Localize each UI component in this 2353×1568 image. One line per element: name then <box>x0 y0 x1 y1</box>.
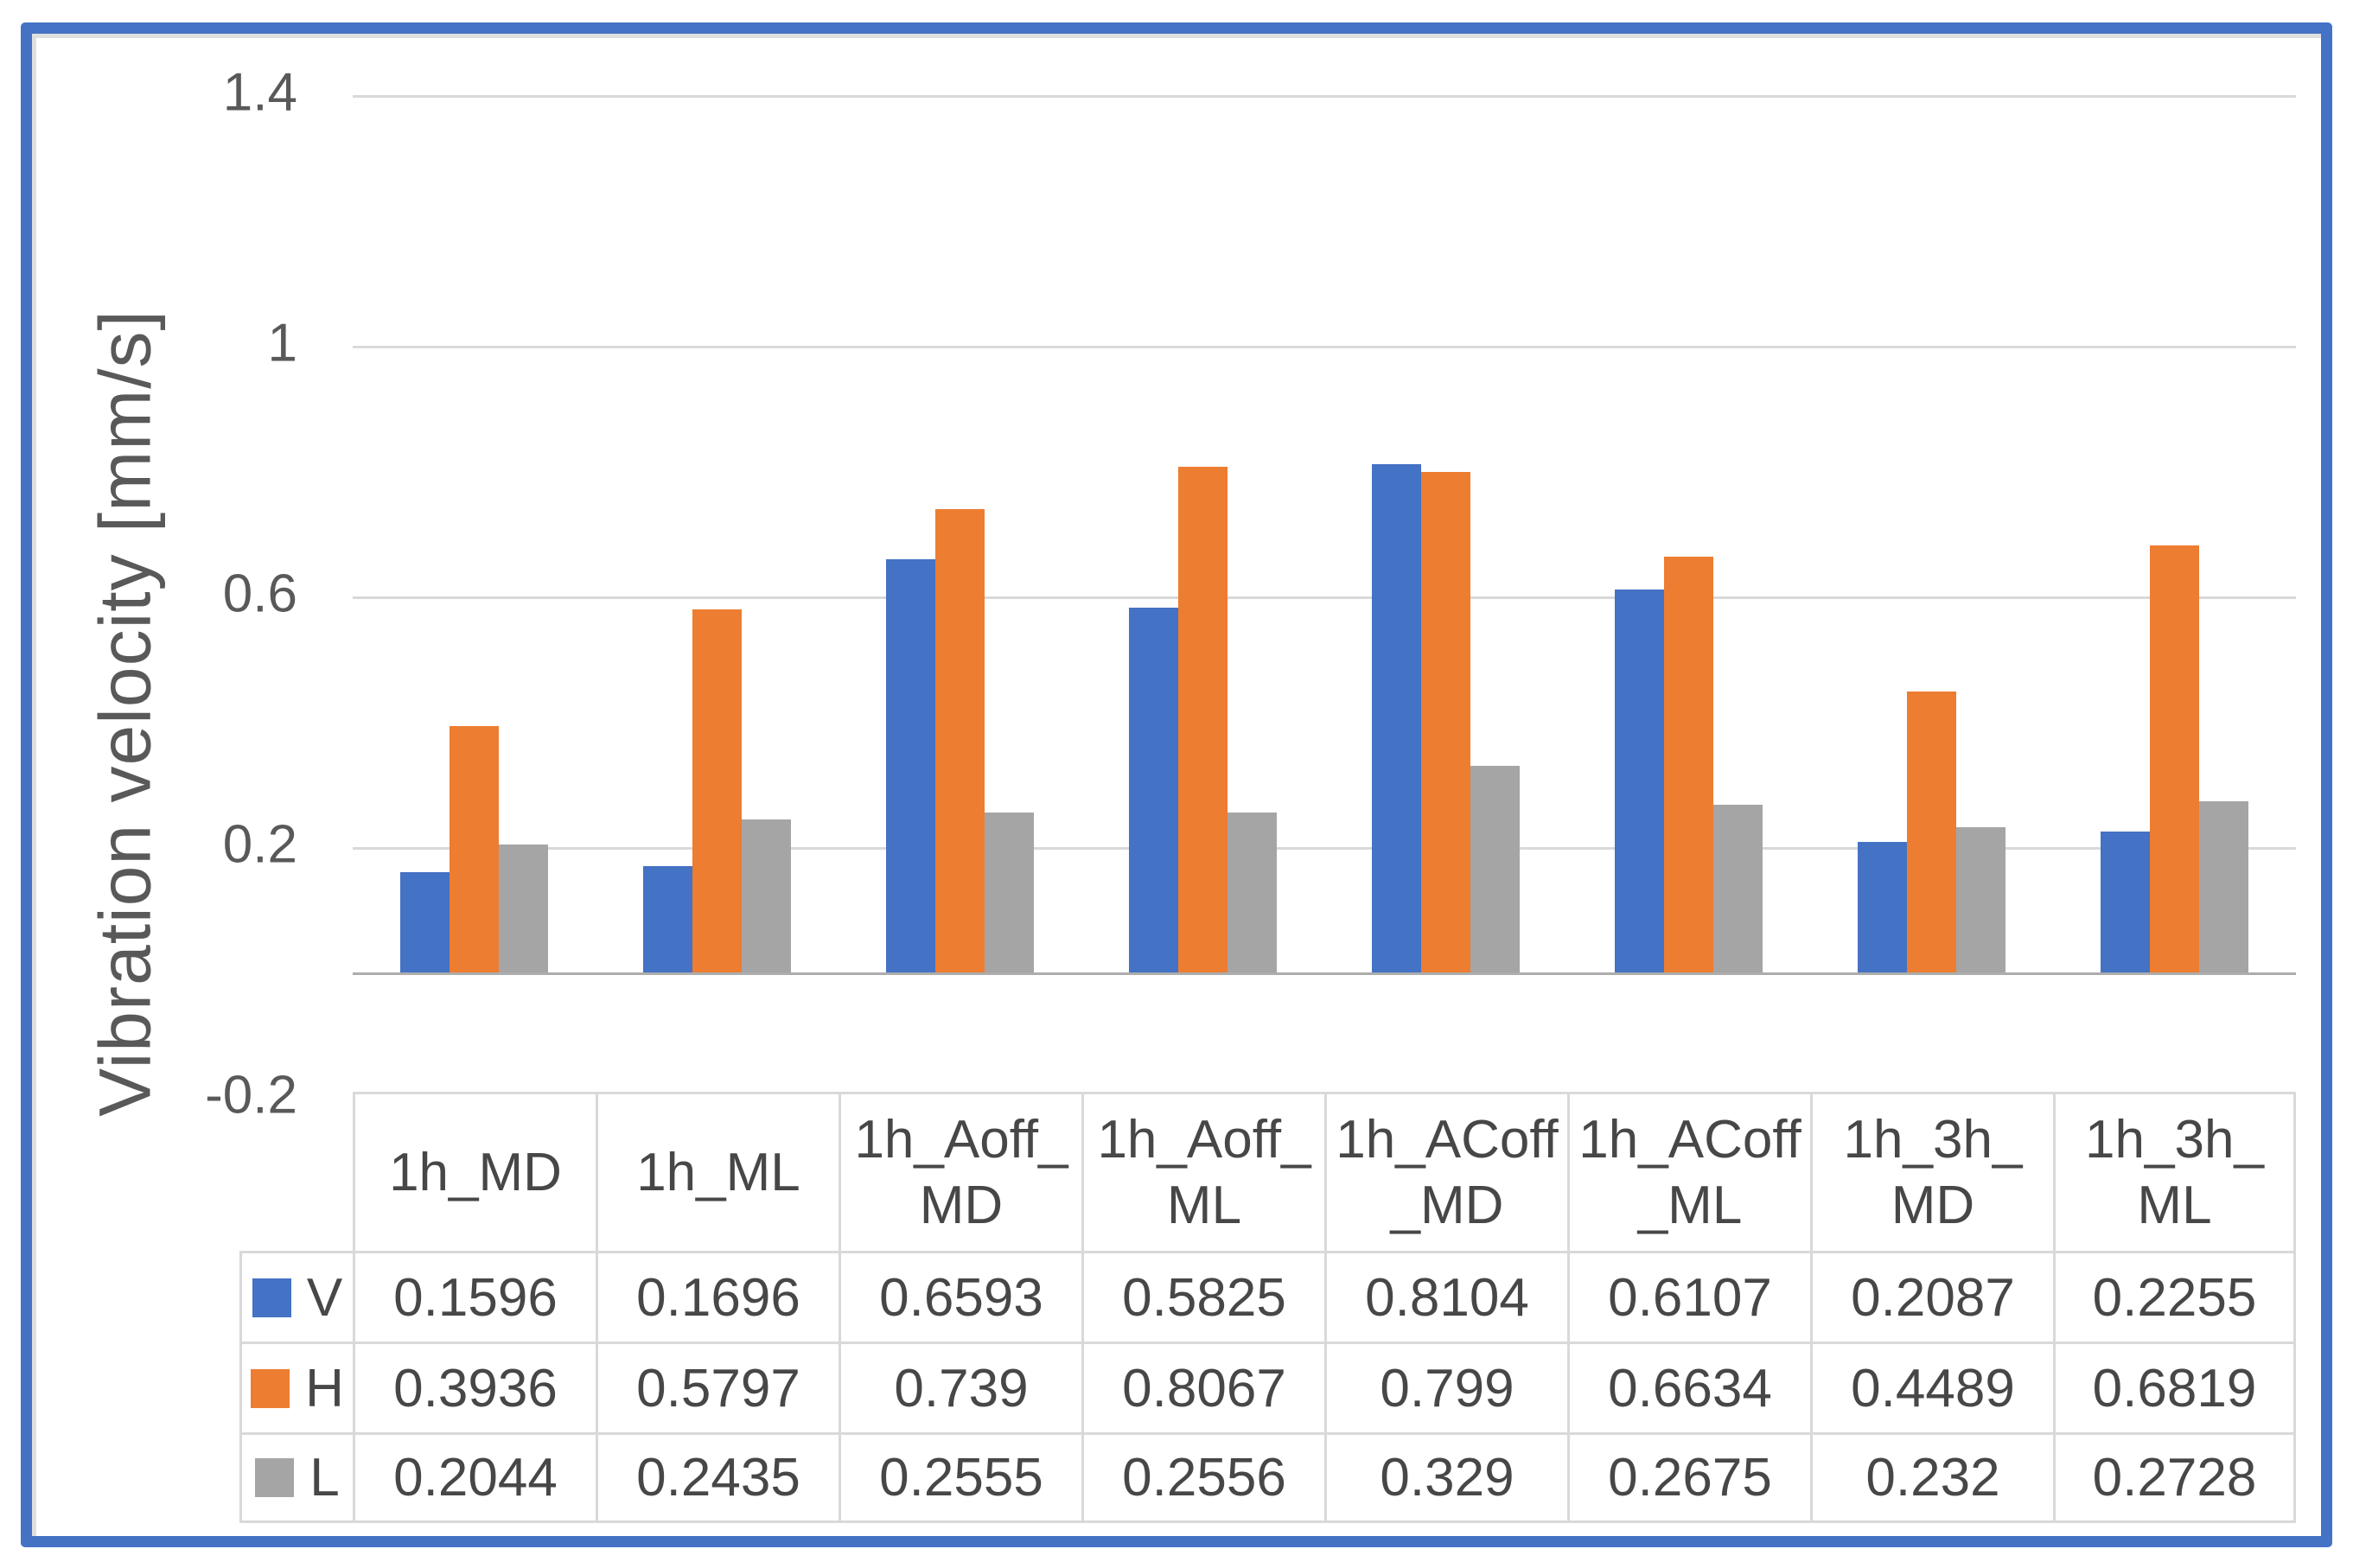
bar-L-1h_MD <box>499 844 548 972</box>
gridline-y-1.4 <box>353 95 2296 98</box>
table-value-L-1h_Aoff_MD: 0.2555 <box>839 1432 1081 1523</box>
bar-H-1h_MD <box>450 725 499 972</box>
table-value-H-1h_Aoff_MD: 0.739 <box>839 1342 1081 1432</box>
bar-V-1h_ACoff_MD <box>1372 464 1421 972</box>
table-value-V-1h_MD: 0.1596 <box>353 1251 596 1342</box>
table-value-L-1h_ML: 0.2435 <box>596 1432 839 1523</box>
bar-L-1h_ACoff_MD <box>1470 766 1520 972</box>
table-value-L-1h_3h_ML: 0.2728 <box>2053 1432 2296 1523</box>
bar-L-1h_3h_ML <box>2199 801 2248 972</box>
table-value-V-1h_ACoff_ML: 0.6107 <box>1567 1251 1810 1342</box>
y-tick-label--0.2: -0.2 <box>205 1065 297 1125</box>
bar-L-1h_Aoff_MD <box>985 812 1034 972</box>
table-value-V-1h_ML: 0.1696 <box>596 1251 839 1342</box>
y-axis-title: Vibration velocity [mm/s] <box>84 309 166 1117</box>
bar-V-1h_3h_MD <box>1858 841 1907 972</box>
table-value-V-1h_3h_MD: 0.2087 <box>1810 1251 2053 1342</box>
legend-swatch-L <box>255 1458 295 1497</box>
table-value-H-1h_ML: 0.5797 <box>596 1342 839 1432</box>
table-value-V-1h_Aoff_ML: 0.5825 <box>1081 1251 1324 1342</box>
bar-L-1h_Aoff_ML <box>1228 812 1277 972</box>
table-value-H-1h_MD: 0.3936 <box>353 1342 596 1432</box>
bar-H-1h_ML <box>692 609 742 972</box>
table-header-cell-1h_3h_ML: 1h_3h_ ML <box>2053 1092 2296 1251</box>
table-value-H-1h_ACoff_ML: 0.6634 <box>1567 1342 1810 1432</box>
bar-V-1h_3h_ML <box>2101 831 2150 972</box>
bar-V-1h_ML <box>643 866 692 972</box>
table-header-cell-1h_MD: 1h_MD <box>353 1092 596 1251</box>
legend-label-V: V <box>306 1267 343 1328</box>
table-value-V-1h_ACoff_MD: 0.8104 <box>1324 1251 1567 1342</box>
bar-H-1h_ACoff_MD <box>1421 471 1470 972</box>
bar-L-1h_ML <box>742 819 791 972</box>
table-header-cell-1h_Aoff_ML: 1h_Aoff_ ML <box>1081 1092 1324 1251</box>
legend-cell-H: H <box>239 1342 353 1432</box>
legend-swatch-H <box>251 1368 290 1408</box>
data-table-header-row: 1h_MD 1h_ML 1h_Aoff_ MD 1h_Aoff_ ML 1h_ACoff… <box>353 1092 2296 1251</box>
table-header-cell-1h_ML: 1h_ML <box>596 1092 839 1251</box>
legend-cell-V: V <box>239 1251 353 1342</box>
table-value-L-1h_ACoff_ML: 0.2675 <box>1567 1432 1810 1523</box>
table-header-cell-1h_3h_MD: 1h_3h_ MD <box>1810 1092 2053 1251</box>
legend-label-L: L <box>309 1448 340 1507</box>
table-value-L-1h_3h_MD: 0.232 <box>1810 1432 2053 1523</box>
table-value-L-1h_Aoff_ML: 0.2556 <box>1081 1432 1324 1523</box>
table-value-H-1h_3h_ML: 0.6819 <box>2053 1342 2296 1432</box>
bar-H-1h_3h_ML <box>2150 545 2199 972</box>
y-tick-label-0.2: 0.2 <box>222 814 297 875</box>
gridline-y-1 <box>353 346 2296 348</box>
table-value-V-1h_Aoff_MD: 0.6593 <box>839 1251 1081 1342</box>
bar-V-1h_Aoff_ML <box>1129 607 1178 972</box>
bar-L-1h_3h_MD <box>1956 826 2005 972</box>
data-table-body: V 0.1596 0.1696 0.6593 0.5825 0.8104 0.6107 0.2… <box>239 1251 2296 1523</box>
table-value-H-1h_Aoff_ML: 0.8067 <box>1081 1342 1324 1432</box>
bar-H-1h_Aoff_MD <box>935 509 985 972</box>
table-header-cell-1h_ACoff_ML: 1h_ACoff _ML <box>1567 1092 1810 1251</box>
y-tick-label-1.4: 1.4 <box>222 62 297 123</box>
gridline-y-0.2 <box>353 847 2296 850</box>
table-header-cell-1h_Aoff_MD: 1h_Aoff_ MD <box>839 1092 1081 1251</box>
legend-label-H: H <box>305 1358 344 1418</box>
plot-area <box>353 95 2296 1098</box>
legend-swatch-V <box>252 1278 291 1317</box>
table-value-V-1h_3h_ML: 0.2255 <box>2053 1251 2296 1342</box>
table-header-cell-1h_ACoff_MD: 1h_ACoff _MD <box>1324 1092 1567 1251</box>
bar-L-1h_ACoff_ML <box>1713 805 1763 972</box>
table-value-H-1h_3h_MD: 0.4489 <box>1810 1342 2053 1432</box>
table-value-L-1h_MD: 0.2044 <box>353 1432 596 1523</box>
x-axis-line <box>353 972 2296 975</box>
legend-cell-L: L <box>239 1432 353 1523</box>
bar-V-1h_MD <box>400 872 450 972</box>
bar-V-1h_ACoff_ML <box>1615 590 1664 972</box>
bar-H-1h_3h_MD <box>1907 691 1956 972</box>
bar-H-1h_ACoff_ML <box>1664 557 1713 972</box>
bar-H-1h_Aoff_ML <box>1178 467 1228 972</box>
bar-V-1h_Aoff_MD <box>886 559 935 972</box>
table-value-L-1h_ACoff_MD: 0.329 <box>1324 1432 1567 1523</box>
table-value-H-1h_ACoff_MD: 0.799 <box>1324 1342 1567 1432</box>
y-tick-label-0.6: 0.6 <box>222 564 297 624</box>
y-tick-label-1: 1 <box>267 313 297 373</box>
gridline-y-0.6 <box>353 596 2296 599</box>
